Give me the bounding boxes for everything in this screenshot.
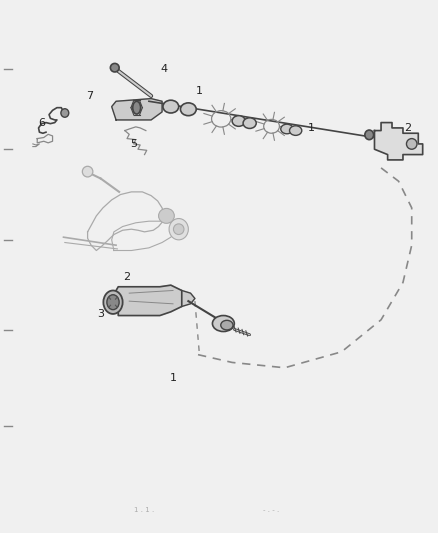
Ellipse shape — [110, 63, 119, 72]
Ellipse shape — [232, 116, 245, 126]
Ellipse shape — [221, 320, 233, 330]
Text: 3: 3 — [97, 310, 104, 319]
Text: 1: 1 — [307, 123, 314, 133]
Ellipse shape — [107, 295, 119, 310]
Text: 7: 7 — [86, 91, 93, 101]
Polygon shape — [182, 290, 195, 306]
Text: 6: 6 — [38, 118, 45, 127]
Text: 5: 5 — [130, 139, 137, 149]
Ellipse shape — [281, 124, 293, 134]
Ellipse shape — [290, 126, 302, 135]
Text: - . - .: - . - . — [263, 507, 280, 513]
Text: 2: 2 — [404, 123, 411, 133]
Ellipse shape — [173, 224, 184, 235]
Polygon shape — [113, 285, 182, 316]
Text: 2: 2 — [124, 272, 131, 282]
Text: 1: 1 — [170, 374, 177, 383]
Ellipse shape — [133, 101, 141, 114]
Ellipse shape — [180, 103, 196, 116]
Ellipse shape — [159, 208, 174, 223]
Polygon shape — [112, 99, 162, 120]
Ellipse shape — [163, 100, 179, 113]
Ellipse shape — [406, 139, 417, 149]
Ellipse shape — [82, 166, 93, 177]
Ellipse shape — [169, 219, 188, 240]
Text: 1: 1 — [196, 86, 203, 95]
Ellipse shape — [61, 109, 69, 117]
Ellipse shape — [243, 118, 256, 128]
Text: 1 . 1 .: 1 . 1 . — [134, 507, 155, 513]
Ellipse shape — [365, 130, 374, 140]
Text: 4: 4 — [161, 64, 168, 74]
Ellipse shape — [103, 290, 123, 314]
Polygon shape — [374, 123, 423, 160]
Ellipse shape — [212, 316, 234, 332]
